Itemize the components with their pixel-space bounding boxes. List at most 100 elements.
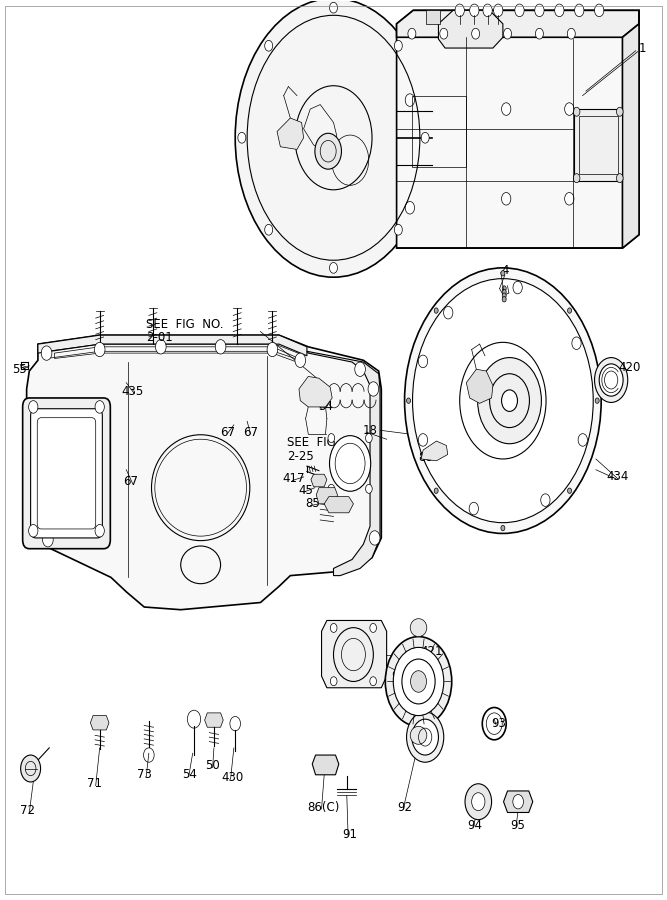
Circle shape bbox=[599, 364, 623, 396]
Text: 434: 434 bbox=[606, 471, 629, 483]
Text: 90: 90 bbox=[391, 670, 406, 682]
Circle shape bbox=[438, 453, 442, 458]
Circle shape bbox=[41, 346, 52, 360]
Circle shape bbox=[370, 531, 380, 545]
Text: 1: 1 bbox=[639, 41, 646, 55]
Circle shape bbox=[513, 282, 522, 293]
Circle shape bbox=[578, 434, 588, 446]
Circle shape bbox=[238, 132, 246, 143]
Circle shape bbox=[535, 4, 544, 16]
Circle shape bbox=[438, 447, 442, 453]
Circle shape bbox=[536, 28, 544, 39]
Circle shape bbox=[329, 3, 338, 14]
Circle shape bbox=[95, 525, 104, 537]
Ellipse shape bbox=[235, 0, 432, 277]
Polygon shape bbox=[27, 335, 382, 609]
Text: 91: 91 bbox=[343, 827, 358, 841]
Circle shape bbox=[502, 193, 511, 205]
Circle shape bbox=[616, 174, 623, 183]
Text: 18: 18 bbox=[363, 424, 378, 436]
Circle shape bbox=[438, 450, 442, 455]
Circle shape bbox=[572, 337, 581, 349]
Circle shape bbox=[483, 4, 492, 16]
Circle shape bbox=[21, 755, 41, 782]
Polygon shape bbox=[324, 497, 354, 513]
Text: 2-25: 2-25 bbox=[287, 450, 313, 463]
Circle shape bbox=[267, 342, 277, 356]
Circle shape bbox=[502, 390, 518, 411]
Ellipse shape bbox=[329, 436, 371, 491]
Polygon shape bbox=[622, 11, 639, 248]
Text: 421: 421 bbox=[421, 645, 443, 659]
Text: 54: 54 bbox=[183, 769, 197, 781]
Circle shape bbox=[408, 28, 416, 39]
Circle shape bbox=[455, 4, 464, 16]
Circle shape bbox=[366, 434, 372, 443]
Polygon shape bbox=[574, 109, 622, 181]
Circle shape bbox=[394, 647, 444, 716]
Circle shape bbox=[502, 293, 506, 299]
Polygon shape bbox=[91, 716, 109, 730]
Circle shape bbox=[187, 710, 201, 728]
Circle shape bbox=[368, 382, 379, 396]
Circle shape bbox=[215, 339, 226, 354]
Circle shape bbox=[407, 712, 444, 762]
Circle shape bbox=[594, 357, 628, 402]
Polygon shape bbox=[397, 11, 639, 37]
Circle shape bbox=[465, 784, 492, 820]
Circle shape bbox=[568, 28, 575, 39]
Circle shape bbox=[504, 28, 512, 39]
Circle shape bbox=[95, 400, 104, 413]
Text: 88: 88 bbox=[418, 451, 432, 464]
Circle shape bbox=[329, 263, 338, 274]
Circle shape bbox=[143, 748, 154, 762]
Text: 92: 92 bbox=[398, 801, 413, 814]
Circle shape bbox=[502, 103, 511, 115]
Circle shape bbox=[478, 357, 542, 444]
Circle shape bbox=[413, 279, 593, 523]
Text: 55: 55 bbox=[13, 363, 27, 376]
Ellipse shape bbox=[410, 726, 427, 744]
Text: 4: 4 bbox=[501, 264, 509, 277]
Circle shape bbox=[406, 94, 414, 106]
Circle shape bbox=[470, 4, 479, 16]
Text: SEE  FIG  NO.: SEE FIG NO. bbox=[287, 436, 364, 449]
Polygon shape bbox=[312, 755, 339, 775]
Polygon shape bbox=[466, 369, 493, 403]
Circle shape bbox=[328, 484, 335, 493]
Circle shape bbox=[155, 339, 166, 354]
Circle shape bbox=[472, 28, 480, 39]
Circle shape bbox=[230, 716, 241, 731]
Circle shape bbox=[434, 488, 438, 493]
Circle shape bbox=[418, 434, 428, 446]
Circle shape bbox=[565, 193, 574, 205]
Circle shape bbox=[501, 526, 505, 531]
Circle shape bbox=[541, 494, 550, 507]
Circle shape bbox=[515, 4, 524, 16]
Circle shape bbox=[94, 342, 105, 356]
Circle shape bbox=[265, 40, 273, 51]
Circle shape bbox=[370, 677, 376, 686]
Circle shape bbox=[370, 624, 376, 633]
Circle shape bbox=[330, 677, 337, 686]
Circle shape bbox=[594, 4, 604, 16]
Polygon shape bbox=[316, 488, 338, 504]
Polygon shape bbox=[504, 791, 533, 813]
Circle shape bbox=[573, 174, 580, 183]
Circle shape bbox=[440, 28, 448, 39]
Circle shape bbox=[513, 795, 524, 809]
Circle shape bbox=[328, 434, 335, 443]
Circle shape bbox=[29, 525, 38, 537]
Text: 71: 71 bbox=[87, 778, 102, 790]
Polygon shape bbox=[307, 351, 380, 576]
Circle shape bbox=[43, 533, 53, 547]
Circle shape bbox=[411, 670, 426, 692]
Text: 67: 67 bbox=[219, 426, 235, 438]
Circle shape bbox=[295, 353, 305, 367]
Text: 67: 67 bbox=[243, 426, 258, 438]
Circle shape bbox=[469, 502, 478, 515]
Circle shape bbox=[405, 268, 601, 534]
Text: 85: 85 bbox=[305, 498, 319, 510]
Circle shape bbox=[502, 286, 506, 292]
Circle shape bbox=[407, 398, 411, 403]
